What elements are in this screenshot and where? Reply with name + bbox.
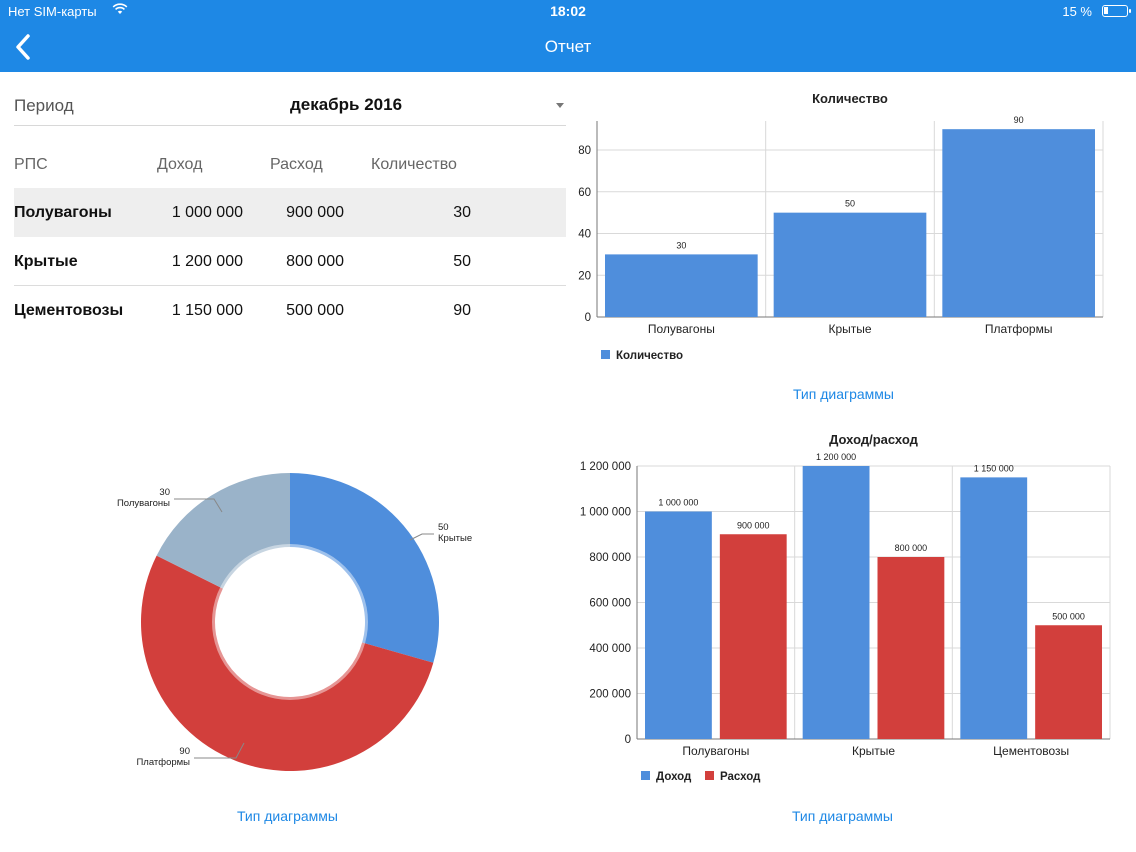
period-selector[interactable]: Период декабрь 2016	[14, 86, 566, 126]
count-bar-chart: Количество 0 20 40 60 80 30 Полувагоны 50 Крытые 9…	[578, 91, 1104, 362]
page-title: Отчет	[544, 37, 592, 56]
battery-icon	[1102, 5, 1131, 17]
row-name: Цементовозы	[14, 302, 124, 319]
slice-value-label: 90	[179, 746, 190, 757]
wifi-icon	[112, 3, 128, 18]
status-time: 18:02	[550, 3, 586, 19]
y-tick-label: 20	[578, 270, 591, 282]
back-button[interactable]	[6, 30, 40, 64]
bar	[645, 511, 712, 739]
x-tick-label: Цементовозы	[993, 744, 1069, 758]
legend-label: Доход	[656, 771, 692, 783]
row-name: Полувагоны	[14, 204, 112, 221]
bar	[605, 254, 758, 317]
row-name: Крытые	[14, 253, 78, 270]
dropdown-arrow-icon[interactable]	[556, 103, 564, 108]
income-expense-bar-chart: Доход/расход 0 200 000 400 000 600 000 800 00…	[580, 432, 1111, 783]
row-expense: 500 000	[286, 302, 344, 319]
label-leader	[409, 533, 434, 541]
chart-type-link[interactable]: Тип диаграммы	[792, 808, 893, 824]
data-label: 90	[1014, 115, 1024, 125]
slice-value-label: 50	[438, 522, 449, 533]
chart-type-link[interactable]: Тип диаграммы	[793, 386, 894, 402]
table-row[interactable]: Цементовозы 1 150 000 500 000 90	[14, 286, 566, 335]
row-expense: 900 000	[286, 204, 344, 221]
y-tick-label: 80	[578, 145, 591, 157]
slice-value-label: 30	[159, 487, 170, 498]
slice-name-label: Крытые	[438, 533, 472, 544]
slice-name-label: Платформы	[136, 757, 190, 768]
donut-inner-ring	[212, 544, 368, 700]
legend-swatch	[641, 771, 650, 780]
y-tick-label: 800 000	[589, 552, 631, 564]
label-leader	[174, 498, 223, 513]
donut-hole	[222, 554, 358, 690]
data-label: 50	[845, 199, 855, 209]
bar	[1035, 625, 1102, 739]
y-tick-label: 0	[585, 312, 591, 324]
row-income: 1 000 000	[171, 204, 243, 221]
y-tick-label: 1 000 000	[580, 507, 631, 519]
row-count: 50	[453, 253, 471, 270]
data-label: 900 000	[737, 520, 770, 530]
legend-swatch	[705, 771, 714, 780]
table-row[interactable]: Крытые 1 200 000 800 000 50	[14, 237, 566, 286]
y-tick-label: 400 000	[589, 643, 631, 655]
row-expense: 800 000	[286, 253, 344, 270]
data-label: 1 200 000	[816, 452, 856, 462]
status-battery-percent: 15 %	[1062, 4, 1092, 19]
row-count: 30	[453, 204, 471, 221]
label-leader	[194, 742, 245, 759]
y-tick-label: 60	[578, 187, 591, 199]
slice-name-label: Полувагоны	[117, 498, 170, 509]
data-label: 1 000 000	[658, 498, 698, 508]
x-tick-label: Платформы	[985, 322, 1053, 336]
column-header-income: Доход	[157, 156, 203, 173]
row-income: 1 150 000	[171, 302, 243, 319]
y-tick-label: 600 000	[589, 598, 631, 610]
pie-slice	[140, 555, 434, 772]
legend-label: Расход	[720, 771, 761, 783]
y-tick-label: 200 000	[589, 689, 631, 701]
y-tick-label: 40	[578, 229, 591, 241]
period-label: Период	[14, 96, 74, 115]
bar	[773, 212, 927, 317]
x-tick-label: Полувагоны	[682, 744, 749, 758]
y-tick-label: 0	[625, 734, 631, 746]
y-tick-label: 1 200 000	[580, 461, 631, 473]
x-tick-label: Полувагоны	[648, 322, 715, 336]
bar	[719, 534, 787, 739]
pie-slice	[156, 473, 290, 589]
pie-slice	[290, 473, 439, 663]
data-label: 30	[676, 240, 686, 250]
chart-title: Количество	[812, 91, 888, 106]
table-row[interactable]: Полувагоны 1 000 000 900 000 30	[14, 188, 566, 237]
x-tick-label: Крытые	[828, 322, 871, 336]
legend-swatch	[601, 350, 610, 359]
chart-type-link[interactable]: Тип диаграммы	[237, 808, 338, 824]
period-value[interactable]: декабрь 2016	[289, 95, 403, 114]
row-count: 90	[453, 302, 471, 319]
status-carrier: Нет SIM-карты	[8, 4, 97, 19]
chevron-left-icon	[16, 34, 30, 60]
bar	[960, 477, 1028, 739]
legend-label: Количество	[616, 350, 683, 362]
column-header-rps: РПС	[14, 156, 48, 173]
bar	[877, 557, 945, 739]
navigation-bar: Нет SIM-карты 18:02 15 % Отчет	[0, 0, 1136, 72]
bar	[802, 466, 870, 739]
x-tick-label: Крытые	[852, 744, 895, 758]
data-label: 800 000	[895, 543, 928, 553]
row-income: 1 200 000	[171, 253, 243, 270]
column-header-count: Количество	[371, 156, 457, 173]
data-label: 1 150 000	[974, 463, 1014, 473]
bar	[942, 129, 1095, 317]
column-header-expense: Расход	[270, 156, 323, 173]
chart-title: Доход/расход	[829, 432, 918, 447]
data-label: 500 000	[1052, 611, 1085, 621]
